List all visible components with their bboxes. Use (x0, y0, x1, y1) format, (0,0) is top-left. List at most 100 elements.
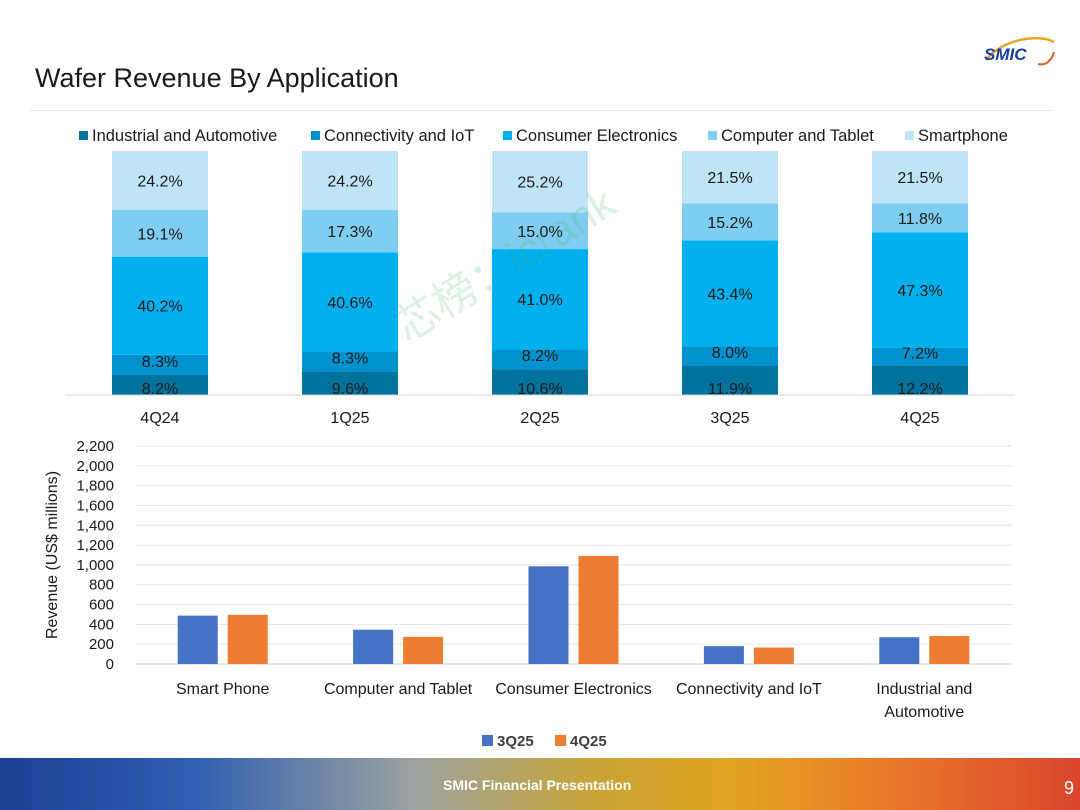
legend-swatch (482, 735, 493, 746)
category-label: 3Q25 (710, 410, 749, 427)
y-tick-label: 1,800 (76, 478, 114, 495)
data-label: 11.8% (898, 211, 942, 228)
category-label: Consumer Electronics (495, 681, 652, 698)
data-label: 8.2% (142, 381, 178, 398)
category-label: 1Q25 (330, 410, 369, 427)
y-tick-label: 200 (89, 636, 114, 653)
category-label: Smart Phone (176, 681, 269, 698)
stack-segment (872, 203, 968, 233)
y-tick-label: 0 (106, 656, 114, 673)
data-label: 43.4% (707, 286, 752, 303)
data-label: 15.0% (517, 224, 562, 241)
data-bar (753, 647, 794, 664)
page-title: Wafer Revenue By Application (35, 63, 399, 93)
y-tick-label: 1,600 (76, 497, 114, 514)
revenue-grouped-bar-chart: 0 200 400 600 800 1,000 1,200 1,400 1,600 1,800 2,… (44, 438, 1012, 750)
y-tick-label: 1,400 (76, 517, 114, 534)
category-label: Automotive (884, 704, 964, 721)
stack-segment (872, 365, 968, 395)
legend-label: Computer and Tablet (721, 127, 874, 145)
data-label: 21.5% (707, 170, 752, 187)
stack-segment (872, 232, 968, 348)
y-tick-label: 1,000 (76, 557, 114, 574)
stack-segment (492, 349, 588, 370)
legend-swatch (555, 735, 566, 746)
data-label: 15.2% (707, 215, 752, 232)
stacked-percent-chart: Industrial and Automotive Connectivity an… (65, 127, 1015, 427)
footer-bar (0, 758, 1080, 810)
stack-segment (302, 371, 398, 395)
stack-segment (682, 240, 778, 347)
logo-swoosh (985, 37, 1055, 61)
smic-logo: SMIC (984, 37, 1055, 66)
stack-segment (302, 252, 398, 352)
data-label: 47.3% (897, 283, 942, 300)
stack-segment (112, 210, 208, 257)
title-divider (30, 110, 1052, 111)
stack-segment (112, 151, 208, 211)
category-label: Computer and Tablet (324, 681, 473, 698)
logo-text: SMIC (984, 45, 1027, 64)
data-label: 17.3% (327, 224, 372, 241)
category-label: 4Q24 (140, 410, 179, 427)
legend-label: Consumer Electronics (516, 127, 677, 145)
data-bar (227, 614, 268, 664)
data-label: 21.5% (897, 170, 942, 187)
legend-swatch (503, 131, 512, 140)
y-tick-label: 400 (89, 616, 114, 633)
data-label: 8.0% (712, 345, 748, 362)
legend-swatch (311, 131, 320, 140)
data-label: 10.6% (517, 381, 562, 398)
data-label: 40.2% (137, 299, 182, 316)
data-label: 11.9% (708, 381, 752, 398)
data-bar (177, 615, 218, 664)
stack-segment (682, 203, 778, 241)
stack-segment (302, 210, 398, 253)
stack-segment (872, 151, 968, 204)
stack-segment (112, 256, 208, 355)
data-bar (703, 646, 744, 664)
legend-label: Smartphone (918, 127, 1008, 145)
data-label: 9.6% (332, 381, 368, 398)
stack-segment (492, 212, 588, 250)
stack-segment (112, 354, 208, 375)
data-label: 40.6% (327, 295, 372, 312)
y-tick-label: 1,200 (76, 537, 114, 554)
data-label: 12.2% (897, 381, 942, 398)
legend-swatch (905, 131, 914, 140)
data-label: 19.1% (137, 226, 182, 243)
legend-swatch (708, 131, 717, 140)
category-label: 2Q25 (520, 410, 559, 427)
data-label: 24.2% (137, 174, 182, 191)
footer-text: SMIC Financial Presentation (443, 777, 632, 793)
data-label: 41.0% (517, 292, 562, 309)
stack-segment (872, 347, 968, 366)
y-tick-label: 2,000 (76, 458, 114, 475)
stack-segment (302, 151, 398, 211)
stack-segment (492, 369, 588, 395)
legend-label: 4Q25 (570, 733, 607, 750)
y-axis-label: Revenue (US$ millions) (44, 471, 61, 639)
legend-swatch (79, 131, 88, 140)
stack-segment (682, 365, 778, 395)
category-label: Industrial and (876, 681, 972, 698)
data-bar (929, 636, 970, 664)
logo-swoosh-lower (1037, 51, 1055, 66)
y-tick-label: 2,200 (76, 438, 114, 455)
category-label: Connectivity and IoT (676, 681, 822, 698)
stack-segment (492, 151, 588, 213)
data-label: 8.2% (522, 348, 558, 365)
stack-segment (112, 374, 208, 395)
y-tick-label: 600 (89, 597, 114, 614)
page-number: 9 (1063, 778, 1074, 798)
stack-segment (492, 249, 588, 350)
legend-label: Industrial and Automotive (92, 127, 277, 145)
stack-segment (302, 351, 398, 372)
data-label: 25.2% (517, 175, 562, 192)
data-label: 8.3% (142, 354, 178, 371)
stack-segment (682, 151, 778, 204)
data-bar (403, 636, 444, 664)
data-label: 8.3% (332, 350, 368, 367)
category-label: 4Q25 (900, 410, 939, 427)
legend-label: 3Q25 (497, 733, 534, 750)
